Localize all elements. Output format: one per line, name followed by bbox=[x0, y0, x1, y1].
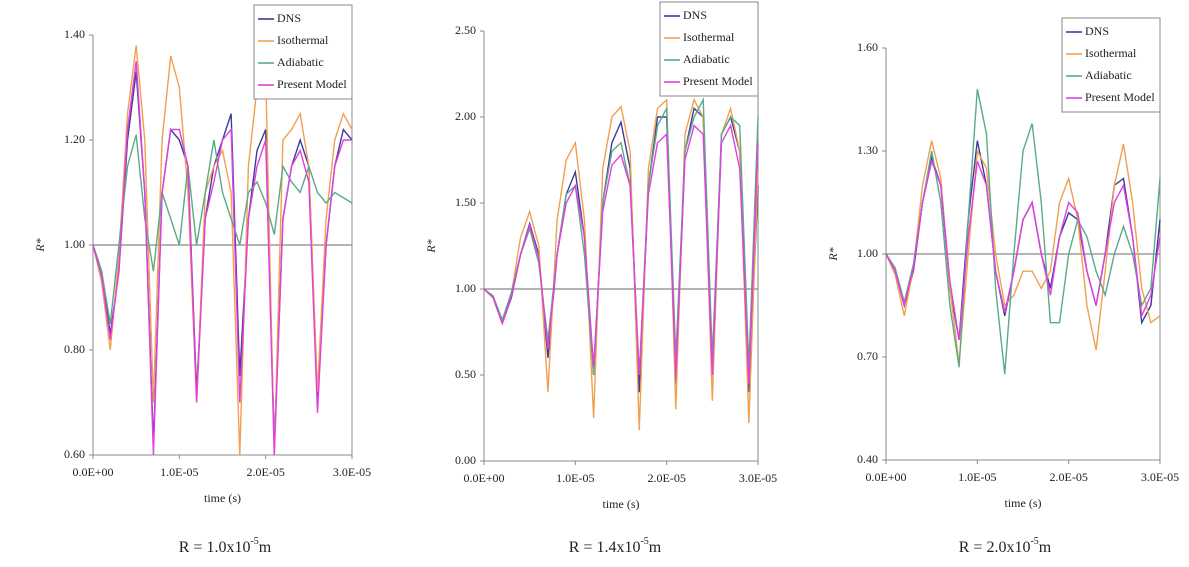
caption: R = 1.4x10-5m bbox=[569, 536, 662, 555]
caption-text: R = 2.0x10 bbox=[959, 539, 1031, 556]
y-axis-label: R* bbox=[424, 239, 438, 253]
legend-label: Isothermal bbox=[1085, 46, 1137, 60]
series-line bbox=[885, 158, 1161, 340]
y-tick-label: 1.00 bbox=[64, 237, 85, 251]
caption-sup: -5 bbox=[250, 536, 258, 547]
caption: R = 2.0x10-5m bbox=[959, 536, 1052, 555]
x-tick-label: 3.0E-05 bbox=[739, 471, 777, 485]
y-tick-label: 1.00 bbox=[455, 281, 476, 295]
series-line bbox=[92, 61, 352, 456]
caption-sup: -5 bbox=[640, 536, 648, 547]
y-tick-label: 0.50 bbox=[455, 367, 476, 381]
x-tick-label: 0.0E+00 bbox=[72, 465, 113, 479]
x-tick-label: 2.0E-05 bbox=[1050, 470, 1088, 484]
legend-label: Adiabatic bbox=[683, 52, 730, 66]
legend-box bbox=[1061, 17, 1161, 113]
y-tick-label: 0.40 bbox=[857, 452, 878, 466]
y-tick-label: 2.50 bbox=[455, 23, 476, 37]
y-tick-label: 1.40 bbox=[64, 27, 85, 41]
x-tick-label: 0.0E+00 bbox=[865, 470, 906, 484]
legend-label: Adiabatic bbox=[277, 55, 324, 69]
caption-sup: -5 bbox=[1030, 536, 1038, 547]
legend: DNS Isothermal Adiabatic Present Model bbox=[1061, 17, 1161, 113]
y-axis-label: R* bbox=[826, 247, 840, 261]
y-tick-label: 0.60 bbox=[64, 447, 85, 461]
legend-box bbox=[253, 4, 353, 100]
x-tick-label: 2.0E-05 bbox=[247, 465, 285, 479]
x-tick-label: 3.0E-05 bbox=[333, 465, 371, 479]
legend-box bbox=[659, 1, 759, 97]
series-line bbox=[885, 140, 1161, 364]
series-line bbox=[92, 134, 353, 324]
y-tick-label: 2.00 bbox=[455, 109, 476, 123]
y-axis-label: R* bbox=[33, 238, 47, 252]
legend-label: Isothermal bbox=[683, 30, 735, 44]
chart: 0.40 0.70 1.00 1.30 1.60 0.0E+00 1.0E-05 2.0E-0… bbox=[826, 17, 1179, 556]
y-tick-label: 0.70 bbox=[857, 349, 878, 363]
y-tick-label: 1.20 bbox=[64, 132, 85, 146]
caption-text: R = 1.0x10 bbox=[179, 539, 251, 556]
x-tick-label: 1.0E-05 bbox=[958, 470, 996, 484]
caption-unit: m bbox=[1039, 539, 1052, 556]
x-tick-label: 2.0E-05 bbox=[648, 471, 686, 485]
x-tick-label: 0.0E+00 bbox=[463, 471, 504, 485]
chart: 0.60 0.80 1.00 1.20 1.40 0.0E+00 1.0E-05 2.0E-0… bbox=[33, 4, 371, 556]
legend-label: Adiabatic bbox=[1085, 68, 1132, 82]
legend-label: DNS bbox=[1085, 24, 1109, 38]
x-tick-label: 1.0E-05 bbox=[160, 465, 198, 479]
legend-label: Isothermal bbox=[277, 33, 329, 47]
series-line bbox=[483, 123, 759, 384]
y-tick-label: 0.80 bbox=[64, 342, 85, 356]
legend: DNS Isothermal Adiabatic Present Model bbox=[253, 4, 353, 100]
legend-label: DNS bbox=[277, 11, 301, 25]
legend-label: DNS bbox=[683, 8, 707, 22]
chart: 0.00 0.50 1.00 1.50 2.00 2.50 0.0E+00 1.0E-05 2.… bbox=[424, 1, 777, 556]
caption-unit: m bbox=[649, 539, 662, 556]
y-tick-label: 1.60 bbox=[857, 40, 878, 54]
legend-label: Present Model bbox=[683, 74, 753, 88]
y-tick-label: 1.00 bbox=[857, 246, 878, 260]
series-line bbox=[885, 89, 1161, 375]
x-tick-label: 3.0E-05 bbox=[1141, 470, 1179, 484]
x-axis-label: time (s) bbox=[603, 497, 640, 511]
y-tick-label: 1.30 bbox=[857, 143, 878, 157]
caption: R = 1.0x10-5m bbox=[179, 536, 272, 555]
legend-label: Present Model bbox=[277, 77, 347, 91]
x-axis-label: time (s) bbox=[1005, 496, 1042, 510]
x-axis-label: time (s) bbox=[204, 491, 241, 505]
series-line bbox=[483, 97, 759, 431]
legend-label: Present Model bbox=[1085, 90, 1155, 104]
y-tick-label: 0.00 bbox=[455, 453, 476, 467]
x-tick-label: 1.0E-05 bbox=[556, 471, 594, 485]
legend: DNS Isothermal Adiabatic Present Model bbox=[659, 1, 759, 97]
y-tick-label: 1.50 bbox=[455, 195, 476, 209]
series-line bbox=[92, 71, 353, 445]
caption-text: R = 1.4x10 bbox=[569, 539, 641, 556]
caption-unit: m bbox=[259, 539, 272, 556]
